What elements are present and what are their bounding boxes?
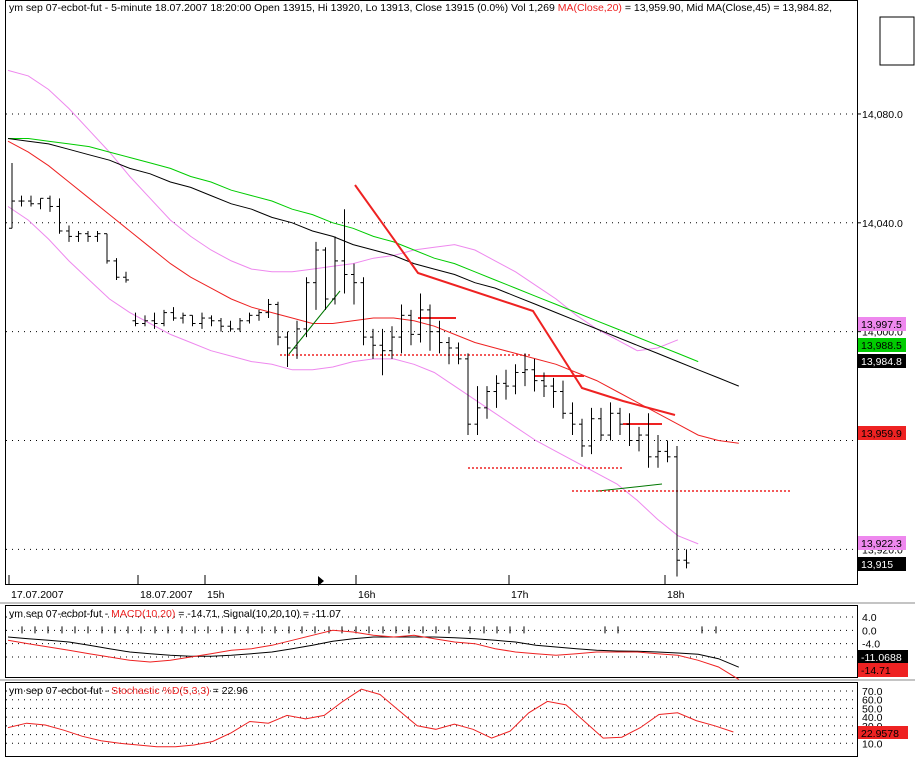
macd-line: [7, 629, 740, 680]
y-tick-label: 14,080.0: [862, 109, 903, 121]
bollinger-upper-line: [7, 69, 679, 352]
ma45-line: [7, 138, 739, 387]
stoch-panel-frame: [5, 682, 858, 757]
price-badge-bg: [858, 536, 906, 550]
ma-green-line: [8, 138, 699, 363]
price-badge: 13,984.8: [858, 354, 906, 368]
price-badge-label: 13,915: [861, 559, 893, 571]
stoch-line: [7, 688, 734, 748]
stoch-badge-bg: [858, 726, 908, 739]
main-header: ym sep 07-ecbot-fut - 5-minute 18.07.200…: [9, 2, 832, 14]
macd-badge-bg: [858, 650, 908, 664]
x-tick-label: 16h: [358, 589, 376, 601]
x-tick-label: 17.07.2007: [11, 589, 64, 601]
price-badge: 13,988.5: [858, 338, 906, 352]
stoch-badge-label: 22.9578: [861, 728, 899, 740]
stoch-header: ym sep 07-ecbot-fut - Stochastic %D(5,3,…: [9, 685, 248, 697]
price-badge: 13,915: [858, 557, 906, 571]
support-trendline: [597, 483, 663, 492]
macd-badge-label: -11.0688: [861, 652, 902, 664]
price-badge: 13,997.5: [858, 317, 906, 331]
resistance-trendline: [354, 184, 676, 416]
macd-badge: -11.0688: [858, 650, 908, 664]
price-badge-label: 13,997.5: [861, 319, 902, 331]
macd-badge: -14.71: [858, 663, 908, 677]
price-badge-bg: [858, 317, 906, 331]
macd-y-tick-label: 0.0: [862, 625, 877, 637]
scroll-box: [879, 16, 915, 66]
price-badge-label: 13,922.3: [861, 538, 902, 550]
stoch-y-tick-label: 60.0: [862, 695, 883, 707]
macd-badge-bg: [858, 663, 908, 677]
cursor-marker-icon: [318, 576, 324, 586]
bollinger-lower-line: [7, 206, 699, 545]
price-badge-bg: [858, 354, 906, 368]
stoch-badge: 22.9578: [858, 726, 908, 740]
stoch-y-tick-label: 70.0: [862, 686, 883, 698]
price-badge-bg: [858, 426, 906, 440]
macd-y-tick-label: -4.0: [862, 639, 880, 651]
macd-header: ym sep 07-ecbot-fut - MACD(10,20) = -14.…: [9, 608, 341, 620]
stoch-y-tick-label: 50.0: [862, 703, 883, 715]
price-badge-label: 13,988.5: [861, 340, 902, 352]
price-badge-label: 13,959.9: [861, 428, 902, 440]
stoch-y-tick-label: 40.0: [862, 712, 883, 724]
ma20-line: [7, 140, 739, 444]
price-badge: 13,922.3: [858, 536, 906, 550]
macd-badge-label: -14.71: [861, 665, 891, 677]
x-tick-label: 15h: [207, 589, 225, 601]
stoch-y-tick-label: 10.0: [862, 738, 883, 750]
main-panel-frame: [5, 0, 858, 585]
x-tick-label: 18.07.2007: [140, 589, 193, 601]
price-badge-bg: [858, 557, 906, 571]
x-tick-label: 18h: [667, 589, 685, 601]
price-badge-label: 13,984.8: [861, 356, 902, 368]
price-badge: 13,959.9: [858, 426, 906, 440]
price-badge-bg: [858, 338, 906, 352]
macd-signal-line: [7, 636, 739, 668]
x-tick-label: 17h: [511, 589, 529, 601]
macd-y-tick-label: 4.0: [862, 612, 877, 624]
macd-panel-frame: [5, 605, 858, 678]
y-tick-label: 14,040.0: [862, 218, 903, 230]
